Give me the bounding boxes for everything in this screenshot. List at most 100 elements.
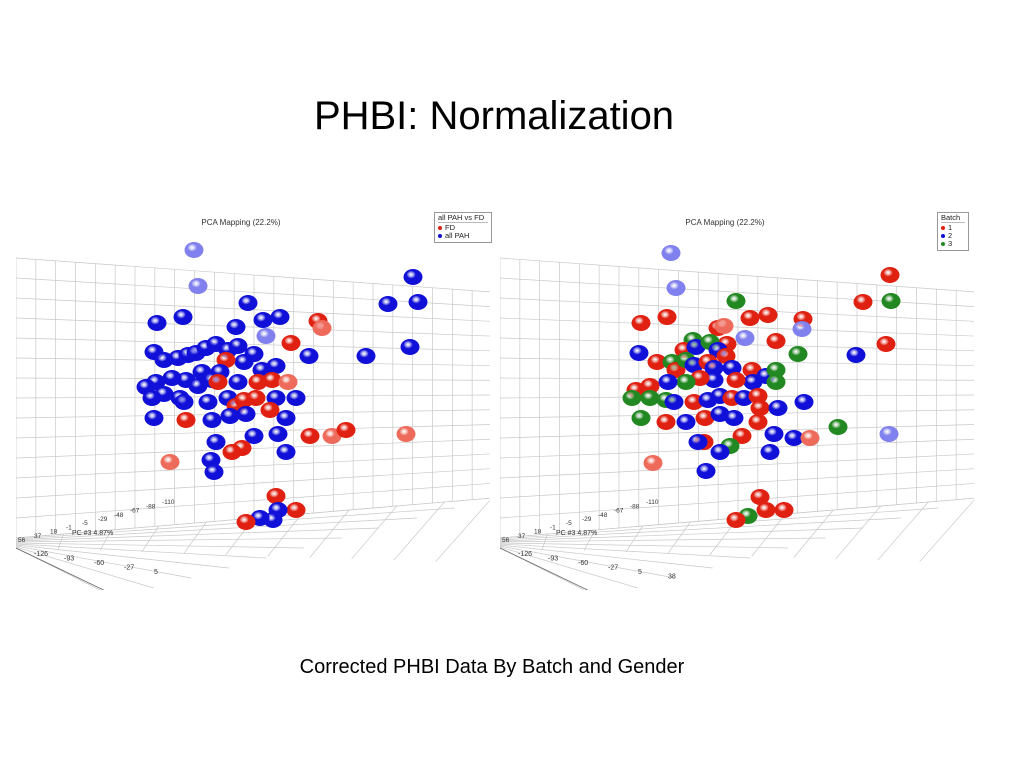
data-point [750, 489, 770, 505]
legend-label: all PAH [445, 231, 470, 240]
data-point [676, 374, 696, 390]
data-point [234, 354, 254, 370]
z-tick-label: -67 [614, 508, 624, 515]
pca-plot-right-canvas: -126 -93 -60 -27 5 38 56 37 18 -1 -5 -29 -48 -67 -88 -1… [500, 245, 974, 590]
x-tick-label: -60 [94, 560, 104, 567]
pca-plot-left-canvas: -126 -93 -60 -27 5 56 37 18 -1 -5 -29 -48 -67 -88 -110 [16, 242, 490, 590]
data-point [766, 362, 786, 378]
data-point [760, 444, 780, 460]
data-point [176, 412, 196, 428]
data-point [846, 347, 866, 363]
points [136, 242, 428, 530]
x-tick-label: -60 [578, 560, 588, 567]
data-point [336, 422, 356, 438]
x-tick-label: -93 [64, 556, 74, 563]
data-point [147, 315, 167, 331]
data-point [228, 374, 248, 390]
data-point [748, 414, 768, 430]
legend-label: FD [445, 223, 455, 232]
data-point [666, 280, 686, 296]
data-point [766, 374, 786, 390]
data-point [201, 452, 221, 468]
z-tick-label: 56 [18, 537, 26, 544]
data-point [236, 406, 256, 422]
data-point [657, 309, 677, 325]
data-point [222, 444, 242, 460]
data-point [656, 414, 676, 430]
z-tick-label: -88 [630, 503, 640, 510]
data-point [695, 410, 715, 426]
data-point [202, 412, 222, 428]
data-point [299, 348, 319, 364]
data-point [322, 428, 342, 444]
data-point [742, 362, 762, 378]
data-point [184, 242, 204, 258]
data-point [696, 463, 716, 479]
legend-label: 2 [948, 231, 953, 240]
legend-marker [941, 226, 945, 230]
data-point [216, 352, 236, 368]
z-tick-label: 56 [502, 537, 510, 544]
x-axis-label: PC #3 4.87% [72, 530, 114, 537]
data-point [794, 394, 814, 410]
data-point [640, 390, 660, 406]
data-point [208, 374, 228, 390]
z-tick-label: -48 [598, 512, 608, 519]
points [622, 245, 901, 528]
x-tick-label: 5 [638, 569, 642, 576]
data-point [276, 410, 296, 426]
pca-plot-right: -126 -93 -60 -27 5 38 56 37 18 -1 -5 -29 -48 -67 -88 -1… [500, 210, 974, 590]
legend-entry: all PAH [438, 232, 488, 240]
data-point [710, 444, 730, 460]
legend-label: 3 [948, 239, 953, 248]
data-point [312, 320, 332, 336]
data-point [788, 346, 808, 362]
data-point [734, 390, 754, 406]
data-point [198, 394, 218, 410]
data-point [740, 310, 760, 326]
data-point [643, 455, 663, 471]
chart-title: PCA Mapping (22.2%) [685, 218, 765, 227]
data-point [206, 434, 226, 450]
data-point [704, 372, 724, 388]
pca-plot-left: -126 -93 -60 -27 5 56 37 18 -1 -5 -29 -48 -67 -88 -110… [16, 210, 492, 590]
legend-title: Batch [941, 214, 965, 223]
data-point [750, 400, 770, 416]
legend-entry: 1 [941, 224, 965, 232]
data-point [732, 428, 752, 444]
data-point [278, 374, 298, 390]
chart-title: PCA Mapping (22.2%) [201, 218, 281, 227]
data-point [716, 348, 736, 364]
x-tick-label: 5 [154, 569, 158, 576]
z-tick-label: -5 [82, 520, 88, 527]
data-point [276, 444, 296, 460]
data-point [188, 378, 208, 394]
z-tick-label: 37 [518, 533, 526, 540]
legend-marker [941, 242, 945, 246]
data-point [664, 394, 684, 410]
data-point [160, 454, 180, 470]
data-point [403, 269, 423, 285]
axis-ticks: -126 -93 -60 -27 5 56 37 18 -1 -5 -29 -48 -67 -88 -110 [18, 499, 175, 576]
data-point [800, 430, 820, 446]
slide-title: PHBI: Normalization [313, 94, 675, 138]
data-point [253, 312, 273, 328]
z-tick-label: -110 [162, 499, 175, 506]
data-point [631, 315, 651, 331]
data-point [658, 374, 678, 390]
data-point [266, 390, 286, 406]
data-point [684, 394, 704, 410]
data-point [260, 402, 280, 418]
legend-entry: FD [438, 224, 488, 232]
data-point [726, 293, 746, 309]
legend-marker [438, 234, 442, 238]
data-point [853, 294, 873, 310]
slide-caption: Corrected PHBI Data By Batch and Gender [299, 656, 685, 678]
data-point [286, 390, 306, 406]
data-point [268, 426, 288, 442]
grid [500, 257, 974, 590]
data-point [356, 348, 376, 364]
data-point [286, 502, 306, 518]
data-point [764, 426, 784, 442]
z-tick-label: -1 [550, 524, 556, 531]
